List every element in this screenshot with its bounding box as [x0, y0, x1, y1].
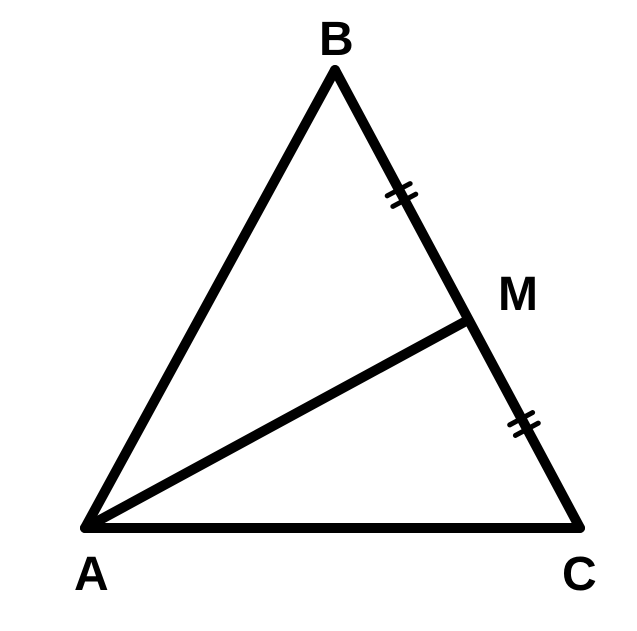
labels-layer: A B C M: [74, 13, 597, 601]
vertex-label-a: A: [74, 548, 109, 601]
vertex-label-c: C: [562, 548, 597, 601]
vertex-label-b: B: [319, 13, 354, 66]
vertex-label-m: M: [498, 268, 538, 321]
edge-bc: [335, 70, 580, 528]
triangle-diagram: A B C M: [0, 0, 637, 631]
